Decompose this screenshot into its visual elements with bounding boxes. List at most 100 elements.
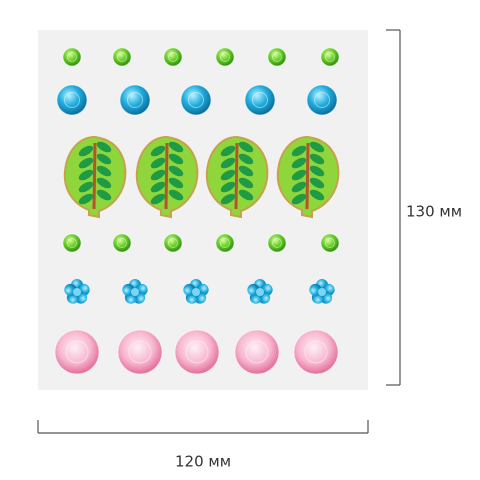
leaflet: [238, 141, 254, 153]
flower-gem: [247, 279, 273, 304]
pink-gem-facet: [245, 340, 269, 364]
leaflet: [78, 169, 94, 181]
green-gem-facet: [272, 52, 282, 62]
leaflet: [220, 193, 236, 205]
green-gem-facet: [168, 238, 178, 248]
green-gem-facet: [272, 238, 282, 248]
green-gem: [62, 47, 82, 67]
blue-gem-facet: [314, 92, 330, 108]
blue-gem: [56, 84, 88, 116]
leaflet: [309, 189, 325, 201]
pink-gem: [174, 329, 220, 375]
leaflet: [220, 181, 236, 193]
green-gem: [163, 47, 183, 67]
blue-gem-facet: [188, 92, 204, 108]
green-gem: [320, 233, 340, 253]
green-gem-facet: [117, 52, 127, 62]
green-gem: [267, 233, 287, 253]
blue-gem-facet: [64, 92, 80, 108]
blue-gem-facet: [127, 92, 143, 108]
height-label: 130 мм: [406, 203, 462, 221]
flower-center: [256, 288, 264, 296]
leaf-stem: [234, 142, 239, 210]
leaflet: [150, 145, 166, 157]
leaf-stem: [305, 142, 310, 210]
width-dimension: [37, 420, 369, 434]
blue-gem: [244, 84, 276, 116]
leaflet: [291, 169, 307, 181]
blue-gem: [180, 84, 212, 116]
leaf-sticker: [63, 135, 127, 219]
leaflet: [150, 157, 166, 169]
green-gem: [112, 47, 132, 67]
blue-gem-facet: [252, 92, 268, 108]
leaflet: [168, 165, 184, 177]
flower-gem: [122, 279, 148, 304]
leaflet: [168, 177, 184, 189]
flower-center: [73, 288, 81, 296]
leaflet: [238, 165, 254, 177]
leaflet: [168, 189, 184, 201]
green-gem: [320, 47, 340, 67]
height-dimension: [386, 29, 401, 386]
green-gem-facet: [67, 52, 77, 62]
stickers: [54, 47, 340, 375]
leaf-sticker: [276, 135, 340, 219]
leaflet: [150, 181, 166, 193]
blue-gem: [306, 84, 338, 116]
leaflet: [238, 189, 254, 201]
leaflet: [238, 177, 254, 189]
leaflet: [168, 141, 184, 153]
leaflet: [309, 165, 325, 177]
green-gem: [215, 233, 235, 253]
blue-gem: [119, 84, 151, 116]
leaflet: [96, 141, 112, 153]
leaflet: [168, 153, 184, 165]
green-gem-facet: [220, 52, 230, 62]
leaf-sticker: [205, 135, 269, 219]
leaflet: [78, 145, 94, 157]
leaflet: [220, 145, 236, 157]
leaflet: [309, 153, 325, 165]
leaflet: [78, 157, 94, 169]
green-gem: [112, 233, 132, 253]
leaflet: [78, 181, 94, 193]
green-gem-facet: [325, 238, 335, 248]
leaflet: [291, 181, 307, 193]
pink-gem-facet: [185, 340, 209, 364]
green-gem-facet: [325, 52, 335, 62]
green-gem-facet: [168, 52, 178, 62]
leaflet: [96, 165, 112, 177]
leaflet: [150, 193, 166, 205]
leaflet: [291, 145, 307, 157]
pink-gem-facet: [304, 340, 328, 364]
leaflet: [238, 153, 254, 165]
pink-gem: [293, 329, 339, 375]
flower-center: [192, 288, 200, 296]
flower-gem: [183, 279, 209, 304]
green-gem: [215, 47, 235, 67]
pink-gem-facet: [65, 340, 89, 364]
flower-center: [318, 288, 326, 296]
leaflet: [309, 141, 325, 153]
green-gem: [267, 47, 287, 67]
leaflet: [150, 169, 166, 181]
flower-center: [131, 288, 139, 296]
flower-gem: [309, 279, 335, 304]
green-gem-facet: [220, 238, 230, 248]
leaf-stem: [92, 142, 97, 210]
flower-gem: [64, 279, 90, 304]
leaflet: [220, 157, 236, 169]
leaf-stem: [164, 142, 169, 210]
leaflet: [309, 177, 325, 189]
green-gem: [163, 233, 183, 253]
pink-gem: [234, 329, 280, 375]
leaflet: [220, 169, 236, 181]
green-gem: [62, 233, 82, 253]
leaflet: [291, 157, 307, 169]
width-label: 120 мм: [175, 453, 231, 471]
leaflet: [78, 193, 94, 205]
green-gem-facet: [117, 238, 127, 248]
leaflet: [291, 193, 307, 205]
